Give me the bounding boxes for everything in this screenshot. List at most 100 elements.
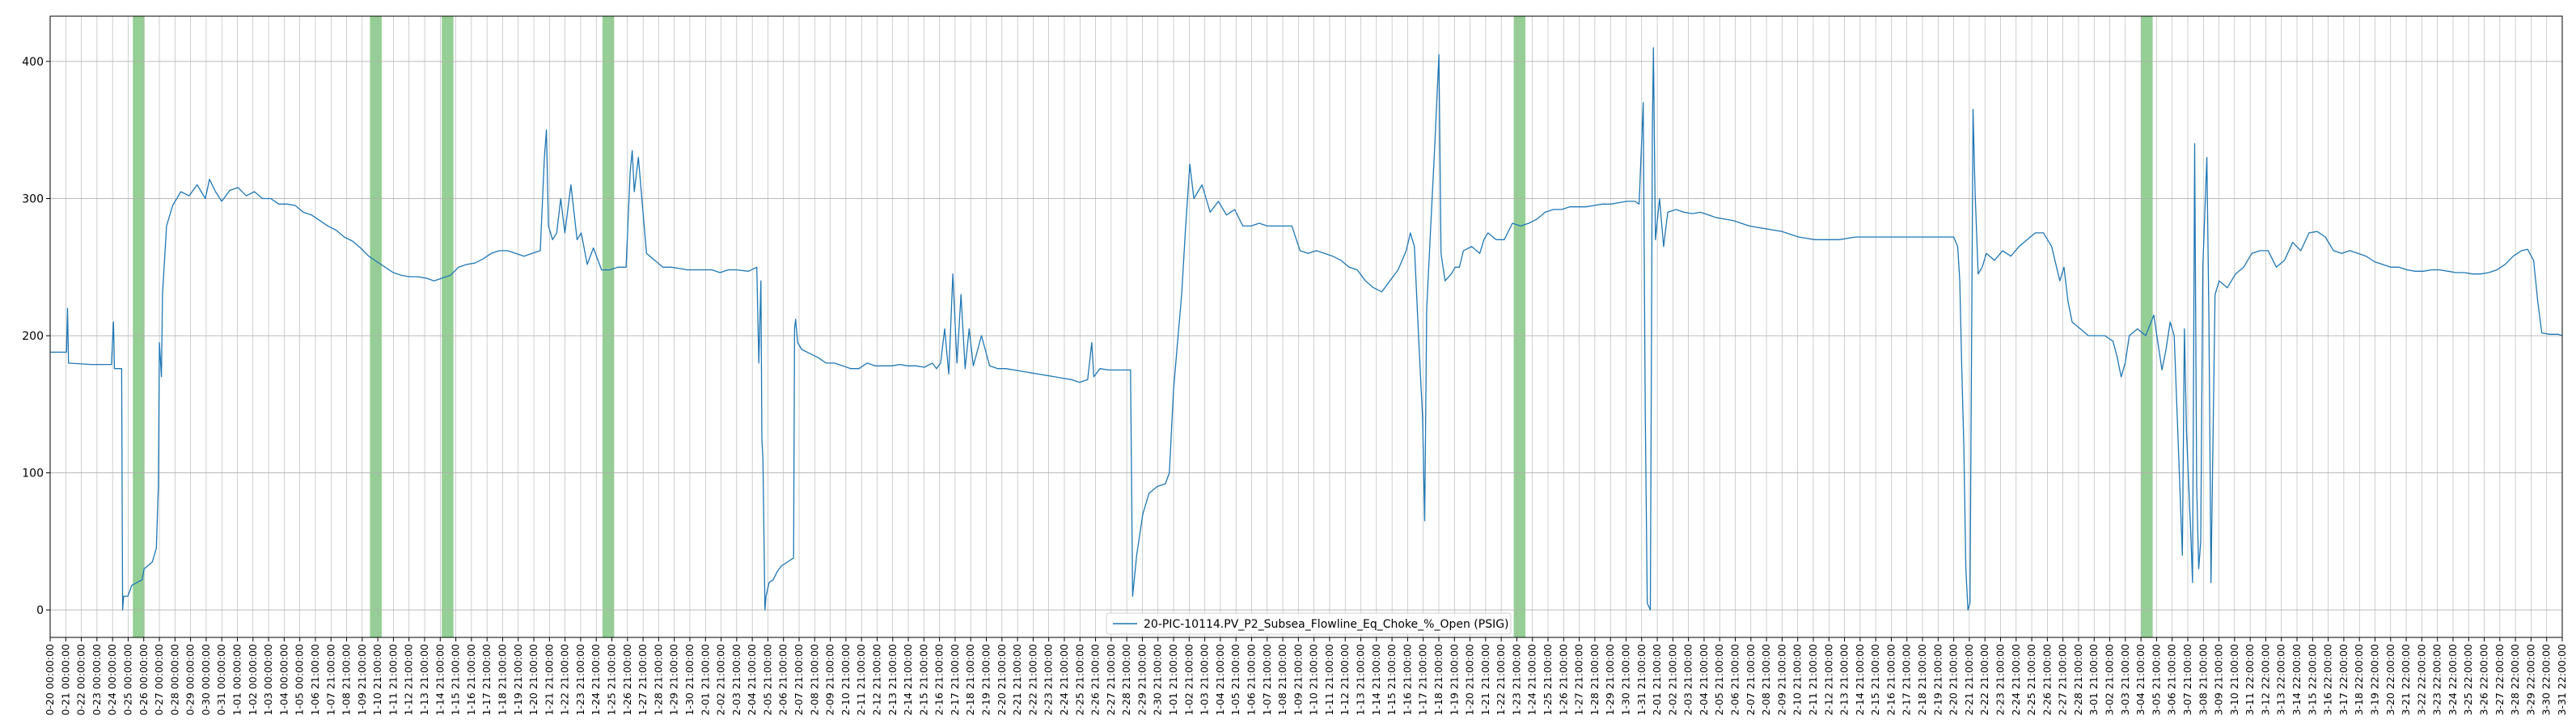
plot-frame	[49, 15, 2563, 638]
x-tick-label: 2-20 21:00:00	[996, 644, 1008, 716]
x-tick-label: 1-04 21:00:00	[1214, 644, 1226, 716]
x-tick-label: 1-11 21:00:00	[387, 644, 399, 716]
x-tick-label: 2-28 21:00:00	[1120, 644, 1132, 716]
x-tick-label: 3-03 21:00:00	[2119, 644, 2131, 716]
x-tick-label: 1-28 21:00:00	[1588, 644, 1601, 716]
x-tick-label: 1-11 21:00:00	[1323, 644, 1335, 716]
x-tick-label: 0-25 00:00:00	[121, 644, 133, 716]
x-tick-label: 1-09 21:00:00	[356, 644, 368, 716]
x-tick-label: 3-29 22:00:00	[2524, 644, 2536, 716]
x-tick-label: 3-01 21:00:00	[2087, 644, 2100, 716]
x-tick-label: 2-16 21:00:00	[1884, 644, 1897, 716]
x-tick-label: 1-23 21:00:00	[1510, 644, 1522, 716]
x-tick-label: 1-16 21:00:00	[1401, 644, 1413, 716]
x-tick-label: 2-03 21:00:00	[1682, 644, 1694, 716]
x-tick-label: 1-14 21:00:00	[1370, 644, 1382, 716]
x-tick-label: 1-18 21:00:00	[496, 644, 508, 716]
x-tick-label: 2-14 21:00:00	[1854, 644, 1866, 716]
x-tick-label: 1-19 21:00:00	[1448, 644, 1460, 716]
x-tick-label: 1-15 21:00:00	[450, 644, 462, 716]
x-tick-label: 1-20 21:00:00	[1464, 644, 1476, 716]
x-tick-label: 3-21 22:00:00	[2400, 644, 2412, 716]
x-tick-label: 1-01 00:00:00	[231, 644, 243, 716]
series-layer	[50, 47, 2563, 611]
x-tick-label: 0-21 00:00:00	[59, 644, 71, 716]
x-tick-label: 3-30 22:00:00	[2540, 644, 2553, 716]
x-tick-label: 2-19 21:00:00	[980, 644, 992, 716]
x-tick-label: 3-05 21:00:00	[2150, 644, 2162, 716]
x-tick-label: 1-26 21:00:00	[1557, 644, 1569, 716]
x-tick-label: 2-06 21:00:00	[1729, 644, 1741, 716]
x-tick-label: 1-07 21:00:00	[324, 644, 336, 716]
legend-box	[1106, 612, 1512, 635]
x-tick-label: 1-08 21:00:00	[341, 644, 353, 716]
x-tick-label: 0-22 00:00:00	[75, 644, 87, 716]
x-tick-label: 1-16 21:00:00	[465, 644, 477, 716]
x-tick-label: 3-19 22:00:00	[2368, 644, 2380, 716]
x-tick-label: 1-22 21:00:00	[1495, 644, 1507, 716]
x-tick-label: 2-21 21:00:00	[1011, 644, 1023, 716]
x-tick-label: 2-05 21:00:00	[1713, 644, 1725, 716]
x-tick-label: 3-11 22:00:00	[2244, 644, 2256, 716]
x-tick-label: 2-26 21:00:00	[1089, 644, 1102, 716]
x-tick-label: 1-02 21:00:00	[1182, 644, 1195, 716]
x-tick-label: 1-14 21:00:00	[434, 644, 446, 716]
x-tick-label: 1-26 21:00:00	[621, 644, 633, 716]
y-tick-label: 100	[22, 468, 44, 480]
x-tick-label: 1-03 21:00:00	[1199, 644, 1211, 716]
x-tick-label: 3-04 21:00:00	[2134, 644, 2147, 716]
x-tick-label: 2-04 21:00:00	[746, 644, 758, 716]
x-tick-label: 3-27 22:00:00	[2494, 644, 2506, 716]
x-tick-label: 0-26 00:00:00	[137, 644, 150, 716]
x-tick-label: 2-18 21:00:00	[964, 644, 976, 716]
x-tick-label: 2-24 21:00:00	[1058, 644, 1070, 716]
x-tick-label: 1-02 00:00:00	[247, 644, 259, 716]
x-tick-label: 2-27 21:00:00	[1105, 644, 1117, 716]
x-tick-label: 2-05 21:00:00	[761, 644, 773, 716]
y-gridlines	[50, 61, 2562, 611]
x-tick-label: 2-15 21:00:00	[917, 644, 929, 716]
x-tick-label: 2-09 21:00:00	[824, 644, 836, 716]
x-tick-label: 1-08 21:00:00	[1276, 644, 1288, 716]
x-tick-label: 3-06 21:00:00	[2166, 644, 2178, 716]
x-tick-label: 1-10 21:00:00	[371, 644, 383, 716]
x-tick-label: 1-17 21:00:00	[480, 644, 493, 716]
x-tick-label: 3-20 22:00:00	[2384, 644, 2396, 716]
x-tick-label: 1-27 21:00:00	[637, 644, 649, 716]
highlight-band	[2141, 16, 2153, 637]
x-tick-label: 1-18 21:00:00	[1432, 644, 1445, 716]
highlight-band	[370, 16, 382, 637]
x-tick-label: 2-29 21:00:00	[1136, 644, 1148, 716]
x-tick-label: 1-12 21:00:00	[1339, 644, 1351, 716]
x-tick-label: 2-08 21:00:00	[1760, 644, 1772, 716]
x-tick-label: 2-21 21:00:00	[1963, 644, 1975, 716]
x-tick-label: 2-19 21:00:00	[1931, 644, 1944, 716]
x-tick-label: 3-22 22:00:00	[2415, 644, 2427, 716]
x-tick-label: 0-24 00:00:00	[106, 644, 118, 716]
x-tick-label: 3-24 22:00:00	[2447, 644, 2459, 716]
x-tick-label: 3-12 22:00:00	[2259, 644, 2271, 716]
x-tick-label: 2-17 21:00:00	[1901, 644, 1913, 716]
series-line	[50, 47, 2563, 611]
x-tick-label: 1-21 21:00:00	[543, 644, 555, 716]
x-tick-label: 1-07 21:00:00	[1261, 644, 1273, 716]
x-tick-label: 2-22 21:00:00	[1978, 644, 1990, 716]
x-tick-label: 3-13 22:00:00	[2275, 644, 2287, 716]
x-tick-label: 2-14 21:00:00	[902, 644, 914, 716]
x-tick-label: 2-24 21:00:00	[2010, 644, 2022, 716]
x-tick-label: 1-25 21:00:00	[606, 644, 618, 716]
x-tick-label: 3-17 22:00:00	[2337, 644, 2350, 716]
x-tick-label: 1-10 21:00:00	[1308, 644, 1320, 716]
x-tick-label: 1-12 21:00:00	[403, 644, 415, 716]
x-tick-label: 2-22 21:00:00	[1026, 644, 1038, 716]
x-tick-label: 2-10 21:00:00	[840, 644, 852, 716]
x-tick-label: 2-03 21:00:00	[730, 644, 742, 716]
x-tick-label: 1-29 21:00:00	[668, 644, 680, 716]
x-tick-label: 1-29 21:00:00	[1604, 644, 1616, 716]
x-tick-label: 1-01 21:00:00	[1167, 644, 1179, 716]
x-tick-label: 2-07 21:00:00	[793, 644, 805, 716]
x-tick-label: 1-17 21:00:00	[1417, 644, 1429, 716]
x-tick-label: 1-25 21:00:00	[1542, 644, 1554, 716]
x-tick-label: 1-30 21:00:00	[683, 644, 696, 716]
